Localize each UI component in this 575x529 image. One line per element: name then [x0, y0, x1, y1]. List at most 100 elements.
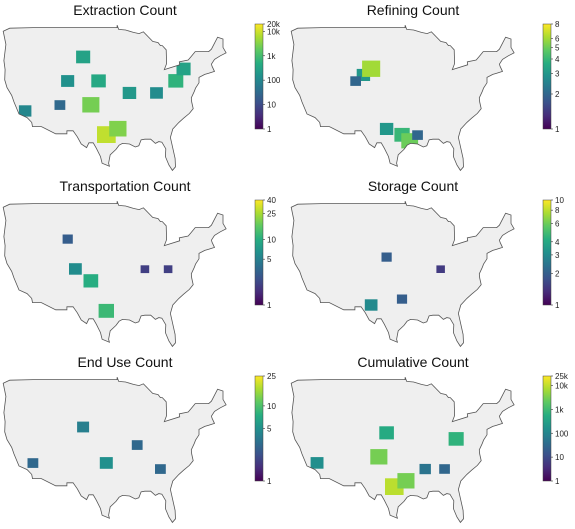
county-cell [122, 86, 137, 99]
colorbar-tick-label: 6 [555, 219, 560, 228]
colorbar [254, 199, 264, 306]
colorbar-tick-label: 1 [267, 477, 272, 486]
colorbar-tick-label: 8 [555, 206, 560, 215]
colorbar-tick-label: 10 [555, 196, 564, 205]
colorbar-tick-label: 4 [555, 238, 560, 247]
county-cell [82, 97, 100, 113]
county-cell [439, 464, 450, 474]
county-cell [77, 421, 90, 433]
panel-enduse: End Use Count 25 10 5 1 [0, 352, 287, 528]
county-cell [419, 463, 431, 475]
colorbar-tick-label: 20k [267, 20, 281, 29]
county-cell [379, 426, 394, 440]
county-cell [168, 74, 184, 88]
us-outline [290, 201, 515, 348]
county-cell [27, 458, 39, 468]
colorbar-tick-label: 1k [267, 52, 276, 61]
colorbar-tick-label: 5 [555, 44, 560, 53]
county-cell [76, 50, 91, 64]
colorbar [542, 23, 552, 130]
county-cell [364, 299, 378, 311]
us-land [291, 201, 515, 347]
colorbar-tick-label: 100 [267, 76, 281, 85]
colorbar-tick-label: 10k [555, 382, 569, 391]
map-storage: 108 6 4 3 2 1 [290, 196, 564, 348]
colorbar-tick-label: 6 [555, 35, 560, 44]
colorbar-tick-label: 1 [267, 301, 272, 310]
panel-cumulative: Cumulative Count 25k 10k 1k 100 10 1 [288, 352, 575, 528]
colorbar-tick-label: 10 [555, 453, 564, 462]
us-land [291, 377, 515, 523]
county-cell [140, 265, 150, 274]
us-outline [2, 377, 227, 524]
county-cell [54, 100, 66, 110]
colorbar-tick-label: 5 [267, 255, 272, 264]
colorbar-tick-label: 8 [555, 20, 560, 29]
county-cell [362, 60, 381, 77]
panel-title: End Use Count [77, 354, 173, 370]
panel-title: Cumulative Count [357, 354, 469, 370]
colorbar [542, 199, 552, 306]
us-outline [2, 201, 227, 348]
colorbar-tick-label: 2 [555, 90, 560, 99]
colorbar-tick-label: 1 [555, 301, 560, 310]
colorbar-tick-label: 40 [267, 196, 276, 205]
colorbar-tick-label: 3 [555, 70, 560, 79]
us-land [3, 377, 227, 523]
county-cell [131, 440, 143, 450]
county-cell [310, 457, 324, 469]
county-cell [448, 432, 464, 446]
panel-title: Extraction Count [73, 2, 177, 18]
panel-extraction: Extraction Count 20k 10k 1k 100 10 1 [0, 0, 287, 176]
county-cell [370, 449, 388, 465]
county-cell [69, 263, 82, 275]
colorbar-tick-label: 1 [555, 125, 560, 134]
panel-transportation: Transportation Count 40 25 10 5 1 [0, 176, 287, 352]
colorbar-tick-label: 10 [267, 101, 276, 110]
us-outline [290, 377, 515, 524]
county-cell [436, 265, 445, 273]
us-land [3, 201, 227, 347]
us-land [3, 25, 227, 171]
county-cell [163, 265, 173, 274]
map-refining: 8 65 4 3 2 1 [290, 20, 560, 172]
county-cell [381, 252, 392, 262]
county-cell [155, 464, 166, 474]
colorbar [254, 23, 264, 130]
county-cell [397, 473, 415, 489]
panel-storage: Storage Count 10 8 6 4 3 2 1 [288, 176, 575, 352]
colorbar-tick-label: 25 [267, 372, 276, 381]
county-cell [18, 105, 32, 117]
colorbar-tick-label: 3 [555, 251, 560, 260]
county-cell [98, 303, 114, 318]
county-cell [61, 75, 75, 87]
panel-title: Storage Count [367, 178, 459, 194]
colorbar-tick-label: 25 [267, 209, 276, 218]
county-cell [83, 274, 99, 288]
colorbar-tick-label: 10 [267, 235, 276, 244]
colorbar-tick-label: 10k [267, 27, 281, 36]
county-cell [62, 234, 73, 244]
county-cell [396, 294, 408, 304]
us-outline [290, 25, 515, 172]
map-enduse: 25 10 5 1 [2, 372, 276, 524]
colorbar-tick-label: 100 [555, 429, 569, 438]
colorbar-tick-label: 4 [555, 55, 560, 64]
county-cell [379, 122, 394, 135]
colorbar-tick-label: 5 [267, 425, 272, 434]
us-land [291, 25, 515, 171]
colorbar-tick-label: 25k [555, 372, 569, 381]
us-outline [2, 25, 227, 172]
county-cell [412, 130, 423, 140]
colorbar-tick-label: 1 [267, 125, 272, 134]
map-transportation: 40 25 10 5 1 [2, 196, 276, 348]
county-cell [350, 76, 361, 86]
county-cell [176, 62, 191, 76]
panel-refining: Refining Count 8 6 5 4 3 2 1 [288, 0, 575, 176]
colorbar [254, 375, 264, 482]
county-cell [99, 457, 113, 469]
colorbar [542, 375, 552, 482]
county-cell [109, 120, 127, 137]
